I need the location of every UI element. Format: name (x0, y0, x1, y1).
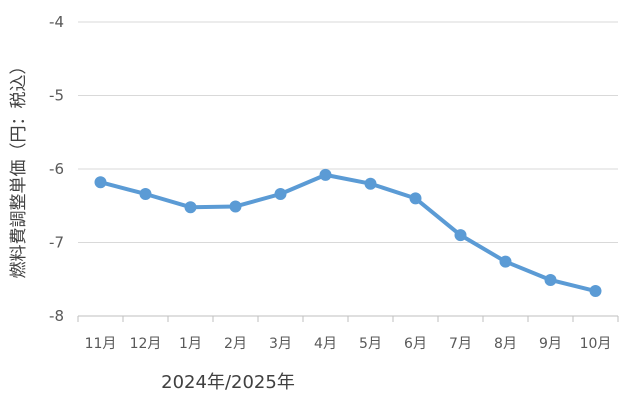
series-line (98, 172, 598, 294)
x-tick-label: 3月 (269, 336, 292, 352)
data-point (319, 168, 332, 181)
x-axis-label: 2024年/2025年 (161, 372, 295, 393)
data-point (364, 177, 377, 190)
data-point (94, 176, 107, 189)
y-axis-ticks: -4 -5 -6 -7 -8 (49, 13, 64, 325)
y-tick-label: -8 (49, 307, 64, 325)
x-tick-label: 6月 (404, 336, 427, 352)
x-tick-label: 11月 (85, 336, 117, 352)
x-tick-label: 4月 (314, 336, 337, 352)
y-tick-label: -6 (49, 160, 64, 178)
data-point (589, 285, 602, 298)
data-point (544, 273, 557, 286)
y-tick-label: -4 (49, 13, 64, 31)
x-tick-label: 2月 (224, 336, 247, 352)
x-axis-ticks: 11月 12月 1月 2月 3月 4月 5月 6月 7月 8月 9月 10月 (77, 316, 619, 352)
data-point (184, 201, 197, 214)
x-tick-label: 9月 (539, 336, 562, 352)
x-tick-label: 1月 (179, 336, 202, 352)
x-tick-label: 8月 (494, 336, 517, 352)
data-point (499, 255, 512, 268)
data-point (139, 187, 152, 200)
y-tick-label: -5 (49, 87, 64, 105)
x-tick-label: 12月 (130, 336, 162, 352)
y-tick-label: -7 (49, 234, 64, 252)
data-point (274, 187, 287, 200)
data-point (454, 229, 467, 242)
gridlines (78, 21, 618, 243)
data-series (94, 168, 602, 298)
x-tick-label: 7月 (449, 336, 472, 352)
data-point (229, 200, 242, 213)
x-tick-label: 5月 (359, 336, 382, 352)
x-tick-label: 10月 (580, 336, 612, 352)
data-point (409, 192, 422, 205)
y-axis-label: 燃料費調整単価（円：税込） (9, 58, 29, 279)
